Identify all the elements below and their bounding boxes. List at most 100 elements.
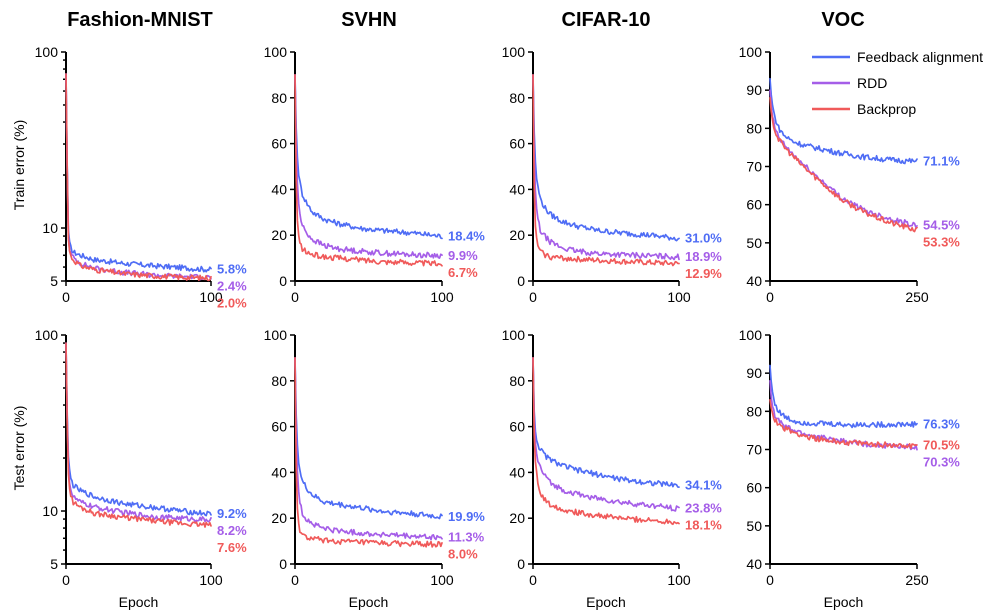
panel-svhn-test-end-label-rdd: 11.3%: [448, 530, 485, 545]
panel-voc-test-y-tick-label: 100: [739, 327, 763, 343]
panel-cifar-10-test-x-tick-label: 0: [529, 572, 537, 588]
panel-voc-test: 40 50 60 70 80 90 100 0 250 Epoch 76.3% 70.3% 70.5%: [739, 327, 961, 610]
panel-svhn-test-end-label-feedback-alignment: 19.9%: [448, 509, 485, 524]
panel-svhn-test-y-tick-label: 40: [271, 464, 287, 480]
legend: Feedback alignment RDD Backprop: [812, 49, 983, 117]
panel-cifar-10-test: 0 20 40 60 80 100 0 100 Epoch 34.1% 23.8% 18.1%: [502, 327, 723, 610]
panel-svhn-train-end-label-feedback-alignment: 18.4%: [448, 228, 485, 243]
panel-cifar-10-test-end-label-rdd: 23.8%: [685, 501, 722, 516]
panel-svhn-test-end-label-backprop: 8.0%: [448, 547, 478, 562]
panel-cifar-10-test-line-backprop: [532, 357, 680, 526]
row-label-test-error: Test error (%): [11, 406, 27, 491]
panel-fashion-mnist-train-x-tick-label: 100: [199, 289, 223, 305]
panel-voc-test-y-tick-label: 60: [746, 480, 762, 496]
panel-voc-test-y-tick-label: 90: [746, 365, 762, 381]
panel-voc-test-x-tick-label: 250: [905, 572, 929, 588]
panel-svhn-test-y-tick-label: 20: [271, 510, 287, 526]
panel-fashion-mnist-test-y-tick-label: 10: [42, 503, 58, 519]
panel-voc-test-end-label-rdd: 70.3%: [923, 455, 960, 470]
column-title-voc: VOC: [821, 9, 864, 31]
panel-cifar-10-test-y-tick-label: 60: [509, 419, 525, 435]
panel-svhn-train-end-label-backprop: 6.7%: [448, 265, 478, 280]
panel-svhn-test-y-tick-label: 100: [264, 327, 288, 343]
panel-voc-train-y-tick-label: 70: [746, 159, 762, 175]
row-label-train-error: Train error (%): [11, 120, 27, 211]
panel-fashion-mnist-train-line-rdd: [65, 73, 212, 281]
panel-cifar-10-test-x-tick-label: 100: [667, 572, 691, 588]
panel-voc-train-line-rdd: [769, 89, 918, 228]
panel-svhn-test-line-rdd: [294, 357, 443, 541]
column-title-svhn: SVHN: [341, 9, 397, 31]
panel-cifar-10-train-end-label-feedback-alignment: 31.0%: [685, 231, 722, 246]
panel-fashion-mnist-train-end-label-backprop: 2.0%: [217, 296, 247, 311]
panel-cifar-10-test-end-label-backprop: 18.1%: [685, 518, 722, 533]
panel-svhn-train-end-label-rdd: 9.9%: [448, 248, 478, 263]
panel-fashion-mnist-train-y-tick-label: 5: [50, 273, 58, 289]
panel-voc-test-end-label-backprop: 70.5%: [923, 438, 960, 453]
panel-cifar-10-test-x-label: Epoch: [586, 594, 626, 610]
panel-voc-train-y-tick-label: 80: [746, 120, 762, 136]
panel-voc-test-end-label-feedback-alignment: 76.3%: [923, 416, 960, 431]
panel-fashion-mnist-train: 5 10 100 0 100 5.8% 2.4% 2.0%: [35, 44, 247, 311]
panel-cifar-10-train-y-tick-label: 60: [509, 136, 525, 152]
panel-cifar-10-train-x-tick-label: 100: [667, 289, 691, 305]
panel-svhn-test-y-tick-label: 60: [271, 419, 287, 435]
panel-voc-test-y-tick-label: 70: [746, 442, 762, 458]
panel-fashion-mnist-test-line-rdd: [65, 342, 212, 523]
panel-fashion-mnist-train-end-label-rdd: 2.4%: [217, 279, 247, 294]
panel-voc-test-line-feedback-alignment: [769, 364, 918, 429]
panel-svhn-train: 0 20 40 60 80 100 0 100 18.4% 9.9% 6.7%: [264, 44, 486, 305]
panel-voc-test-y-tick-label: 40: [746, 556, 762, 572]
panel-cifar-10-test-y-tick-label: 40: [509, 464, 525, 480]
panel-voc-train-end-label-rdd: 54.5%: [923, 218, 960, 233]
panel-voc-train-end-label-feedback-alignment: 71.1%: [923, 154, 960, 169]
panel-cifar-10-train-line-feedback-alignment: [532, 74, 680, 242]
panel-voc-train-y-tick-label: 100: [739, 44, 763, 60]
panel-svhn-test-y-tick-label: 80: [271, 373, 287, 389]
panel-svhn-train-y-tick-label: 80: [271, 90, 287, 106]
panel-fashion-mnist-test-end-label-feedback-alignment: 9.2%: [217, 506, 247, 521]
panel-fashion-mnist-test-line-feedback-alignment: [65, 342, 212, 517]
panel-svhn-train-y-tick-label: 40: [271, 181, 287, 197]
panel-cifar-10-test-line-feedback-alignment: [532, 357, 680, 488]
panel-cifar-10-train: 0 20 40 60 80 100 0 100 31.0% 18.9% 12.9%: [502, 44, 723, 305]
panel-voc-test-y-tick-label: 80: [746, 403, 762, 419]
panel-voc-train-line-backprop: [769, 96, 918, 233]
panel-svhn-train-x-tick-label: 0: [291, 289, 299, 305]
panel-fashion-mnist-train-x-tick-label: 0: [62, 289, 70, 305]
panel-cifar-10-train-y-tick-label: 0: [517, 273, 525, 289]
panel-cifar-10-test-line-rdd: [532, 357, 680, 512]
panel-fashion-mnist-train-end-label-feedback-alignment: 5.8%: [217, 262, 247, 277]
panel-voc-train: 40 50 60 70 80 90 100 0 250 71.1% 54.5% 53.3%: [739, 44, 961, 305]
panel-svhn-test-y-tick-label: 0: [279, 556, 287, 572]
panel-fashion-mnist-train-line-backprop: [65, 73, 212, 282]
panel-fashion-mnist-train-y-tick-label: 10: [42, 220, 58, 236]
panel-cifar-10-test-y-tick-label: 20: [509, 510, 525, 526]
panel-voc-test-x-tick-label: 0: [766, 572, 774, 588]
panel-svhn-test-line-feedback-alignment: [294, 357, 443, 520]
panel-voc-train-y-tick-label: 50: [746, 235, 762, 251]
panel-svhn-test-x-tick-label: 100: [430, 572, 454, 588]
panel-cifar-10-train-x-tick-label: 0: [529, 289, 537, 305]
panel-cifar-10-test-y-tick-label: 0: [517, 556, 525, 572]
column-title-cifar10: CIFAR-10: [562, 9, 651, 31]
panel-svhn-train-y-tick-label: 20: [271, 227, 287, 243]
panel-cifar-10-train-y-tick-label: 80: [509, 90, 525, 106]
panel-fashion-mnist-test-y-tick-label: 5: [50, 556, 58, 572]
panel-voc-train-y-tick-label: 60: [746, 197, 762, 213]
panel-svhn-train-x-tick-label: 100: [430, 289, 454, 305]
panel-fashion-mnist-test-y-tick-label: 100: [35, 327, 59, 343]
legend-label-rdd: RDD: [857, 75, 887, 91]
panel-fashion-mnist-test-end-label-rdd: 8.2%: [217, 523, 247, 538]
panel-cifar-10-train-y-tick-label: 20: [509, 227, 525, 243]
panel-svhn-train-line-feedback-alignment: [294, 74, 443, 240]
panel-fashion-mnist-train-line-feedback-alignment: [65, 73, 212, 273]
panel-svhn-test-line-backprop: [294, 357, 443, 548]
panel-fashion-mnist-test-end-label-backprop: 7.6%: [217, 540, 247, 555]
panel-cifar-10-train-line-rdd: [532, 74, 680, 261]
panel-voc-train-y-tick-label: 90: [746, 82, 762, 98]
panel-svhn-train-line-rdd: [294, 74, 443, 259]
panel-cifar-10-test-y-tick-label: 100: [502, 327, 526, 343]
